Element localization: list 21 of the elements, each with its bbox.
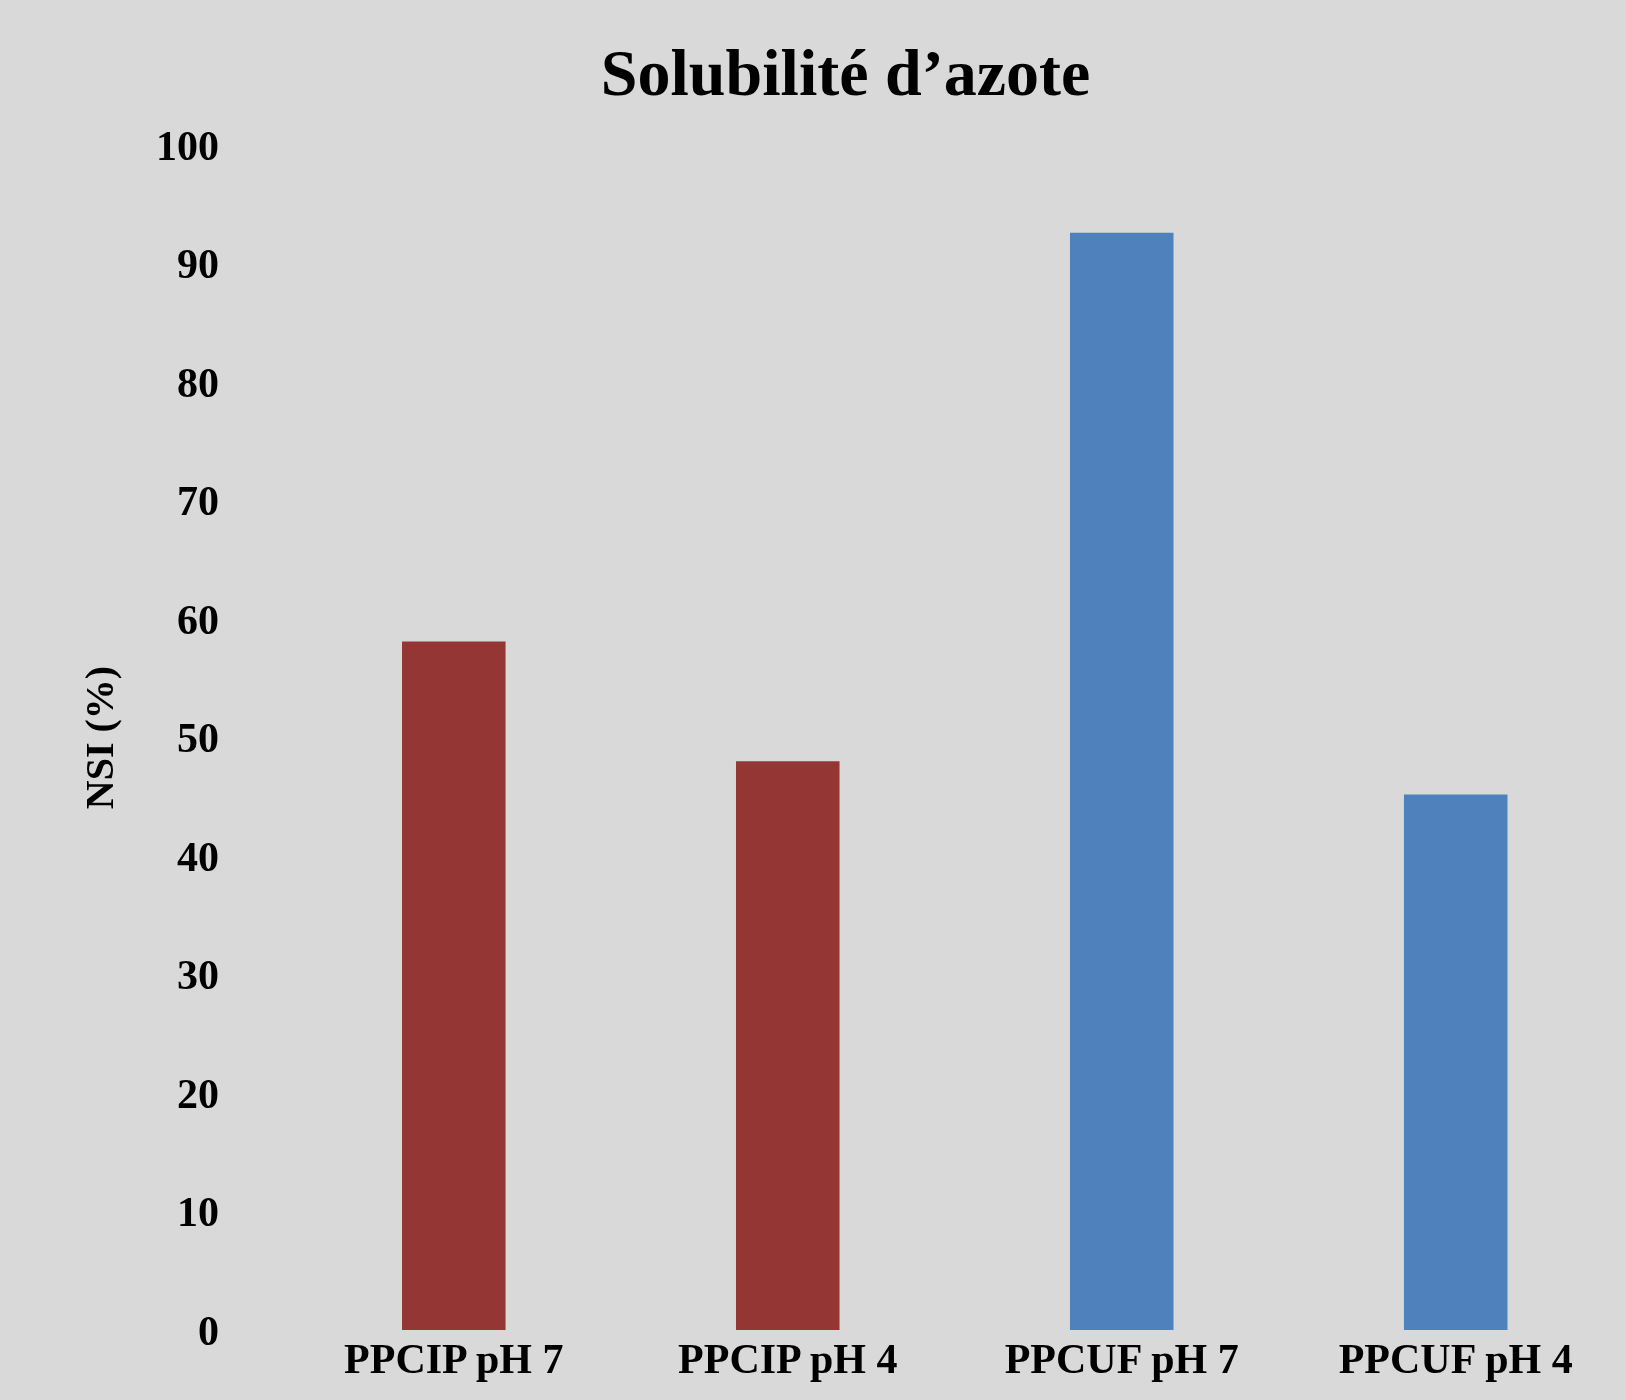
bar xyxy=(735,761,840,1330)
y-tick-label: 60 xyxy=(177,596,219,643)
y-tick-label: 80 xyxy=(177,359,219,406)
y-tick-label: 30 xyxy=(177,952,219,999)
bar xyxy=(1403,794,1508,1330)
y-tick-label: 0 xyxy=(198,1307,219,1354)
x-tick-label: PPCIP pH 4 xyxy=(678,1336,898,1382)
bar xyxy=(1069,232,1174,1330)
y-tick-label: 50 xyxy=(177,715,219,762)
y-tick-label: 40 xyxy=(177,833,219,880)
y-tick-label: 90 xyxy=(177,241,219,288)
bar xyxy=(402,641,506,1330)
y-tick-label: 100 xyxy=(156,122,219,169)
x-tick-label: PPCIP pH 7 xyxy=(344,1336,564,1382)
y-tick-label: 70 xyxy=(177,478,219,525)
x-tick-label: PPCUF pH 7 xyxy=(1004,1336,1239,1382)
y-axis-title: NSI (%) xyxy=(76,665,122,810)
chart-title: Solubilité d’azote xyxy=(600,36,1091,110)
x-tick-label: PPCUF pH 4 xyxy=(1338,1336,1573,1382)
y-tick-label: 10 xyxy=(177,1189,219,1236)
y-tick-label: 20 xyxy=(177,1070,219,1117)
